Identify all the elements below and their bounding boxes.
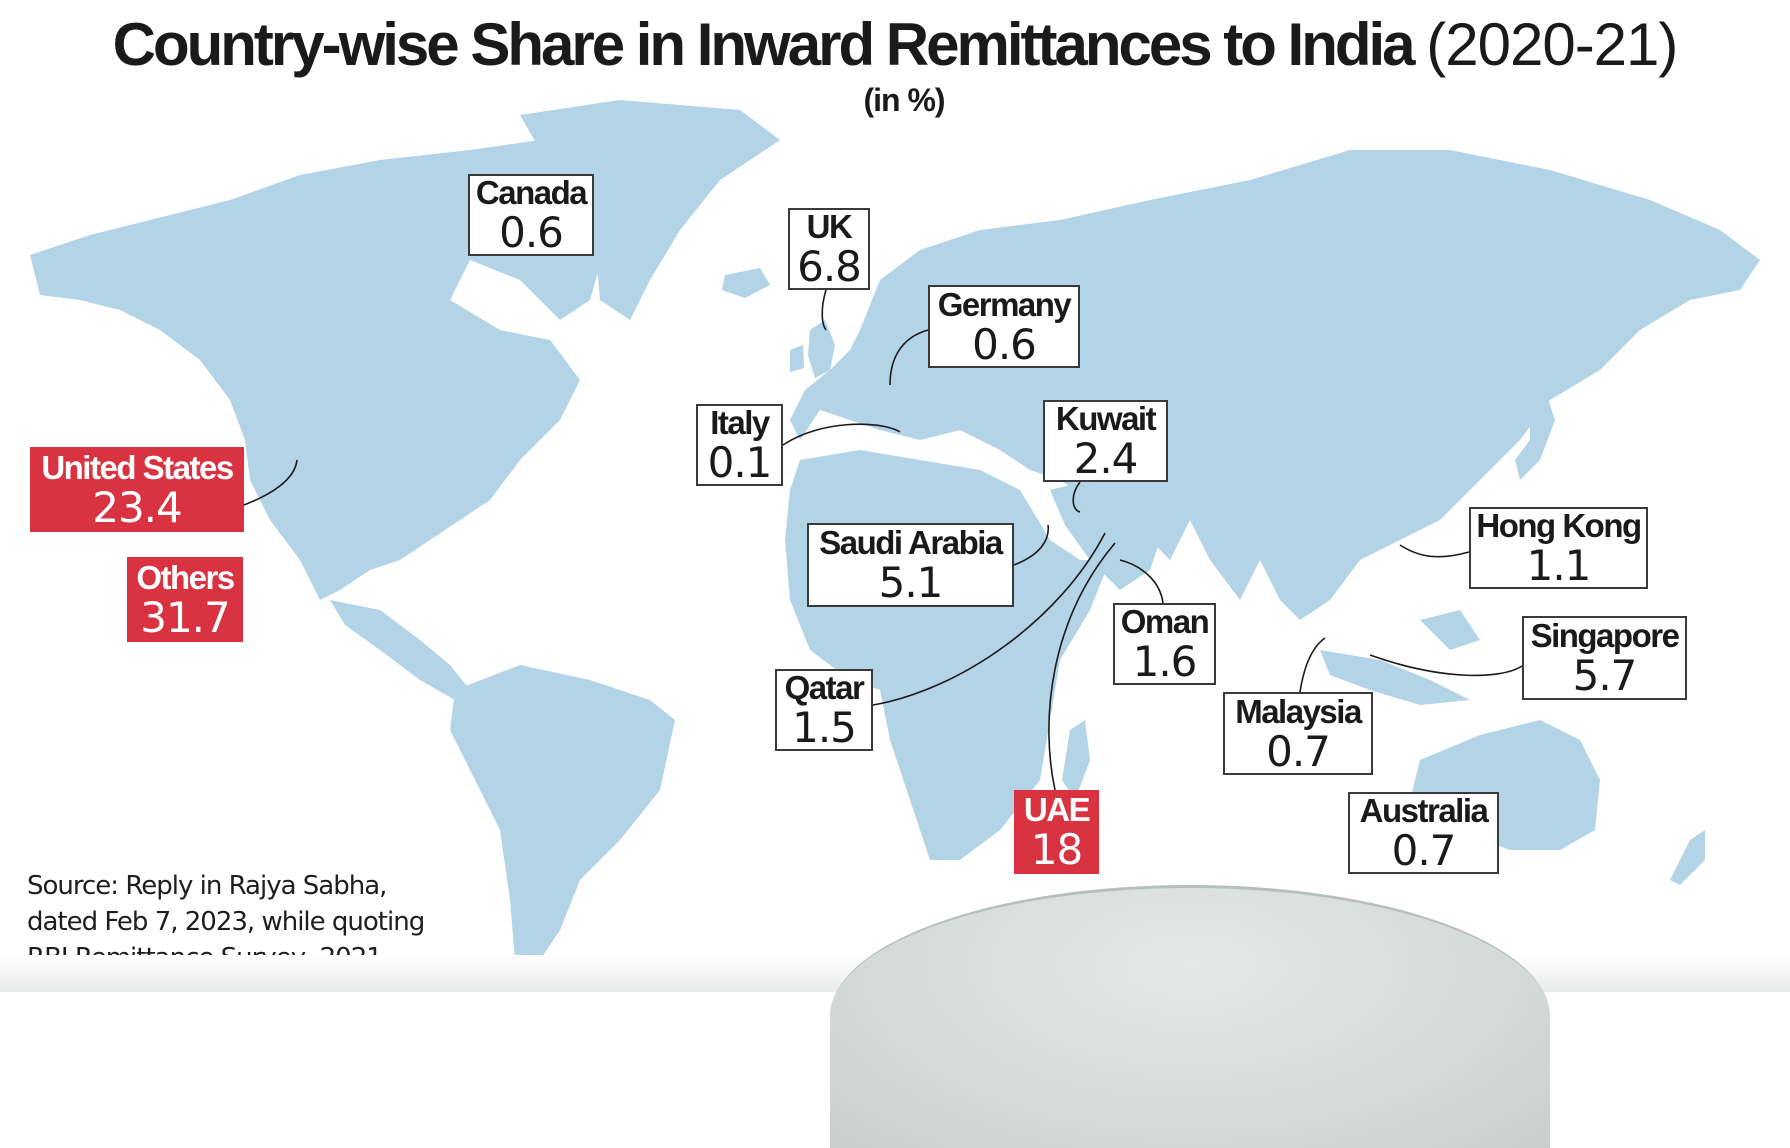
label-saudi-arabia: Saudi Arabia 5.1 (807, 523, 1014, 607)
leader-kuwait (1072, 481, 1081, 513)
country-name: Others (136, 558, 235, 596)
label-others: Others 31.7 (127, 557, 243, 642)
country-value: 6.8 (797, 242, 862, 291)
leader-germany (889, 329, 929, 386)
leader-malaysia (1299, 637, 1326, 693)
country-name: Australia (1359, 792, 1489, 829)
label-australia: Australia 0.7 (1348, 792, 1499, 874)
country-name: Oman (1120, 603, 1210, 640)
country-value: 1.6 (1132, 637, 1198, 686)
country-value: 2.4 (1073, 434, 1139, 483)
label-hong-kong: Hong Kong 1.1 (1469, 507, 1648, 589)
label-singapore: Singapore 5.7 (1522, 616, 1687, 700)
leader-singapore (1369, 654, 1523, 677)
source-line-2: dated Feb 7, 2023, while quoting (27, 907, 425, 937)
country-value: 18 (1030, 825, 1083, 874)
label-uae: UAE 18 (1014, 790, 1099, 874)
country-value: 23.4 (92, 482, 183, 532)
leader-lines (243, 289, 1523, 791)
source-line-1: Source: Reply in Rajya Sabha, (27, 871, 387, 901)
country-value: 1.1 (1526, 541, 1592, 590)
country-name: United States (41, 448, 234, 486)
leader-oman (1119, 559, 1164, 604)
country-name: Canada (475, 174, 588, 211)
leader-italy (782, 423, 901, 446)
label-kuwait: Kuwait 2.4 (1043, 400, 1168, 482)
leader-hongkong (1399, 544, 1470, 558)
country-name: Singapore (1530, 617, 1680, 654)
country-value: 5.1 (878, 558, 944, 607)
label-oman: Oman 1.6 (1113, 603, 1216, 685)
leader-qatar (872, 532, 1106, 706)
country-name: Saudi Arabia (819, 524, 1003, 561)
label-canada: Canada 0.6 (468, 174, 594, 256)
country-name: Hong Kong (1476, 507, 1642, 544)
world-map (30, 100, 1760, 960)
unit-label: (in %) (863, 82, 945, 118)
country-value: 0.6 (972, 319, 1037, 369)
country-name: Germany (937, 285, 1072, 323)
country-value: 0.1 (707, 438, 773, 487)
leader-uae (1048, 542, 1116, 791)
country-name: Malaysia (1235, 692, 1362, 730)
decorative-overlay-shape (830, 885, 1550, 1148)
land-masses (30, 100, 1760, 960)
leader-uk (821, 289, 827, 331)
country-value: 0.6 (499, 208, 564, 257)
label-germany: Germany 0.6 (928, 285, 1080, 368)
title-period: (2020-21) (1426, 11, 1678, 78)
country-name: Qatar (784, 669, 865, 706)
country-name: UK (806, 208, 853, 245)
country-name: Italy (710, 404, 770, 441)
label-united-states: United States 23.4 (30, 447, 244, 532)
country-name: UAE (1023, 791, 1091, 828)
label-malaysia: Malaysia 0.7 (1223, 692, 1373, 775)
label-italy: Italy 0.1 (696, 404, 783, 486)
country-value: 31.7 (140, 592, 231, 642)
title-main: Country-wise Share in Inward Remittances… (112, 11, 1416, 78)
label-qatar: Qatar 1.5 (775, 669, 873, 751)
leader-us (243, 459, 298, 506)
leader-saudi (1013, 524, 1049, 566)
country-value: 5.7 (1572, 651, 1638, 700)
label-uk: UK 6.8 (788, 208, 870, 290)
country-name: Kuwait (1055, 400, 1157, 437)
country-value: 1.5 (792, 703, 857, 752)
country-value: 0.7 (1266, 726, 1331, 776)
country-value: 0.7 (1391, 826, 1457, 875)
page-title: Country-wise Share in Inward Remittances… (0, 10, 1790, 80)
